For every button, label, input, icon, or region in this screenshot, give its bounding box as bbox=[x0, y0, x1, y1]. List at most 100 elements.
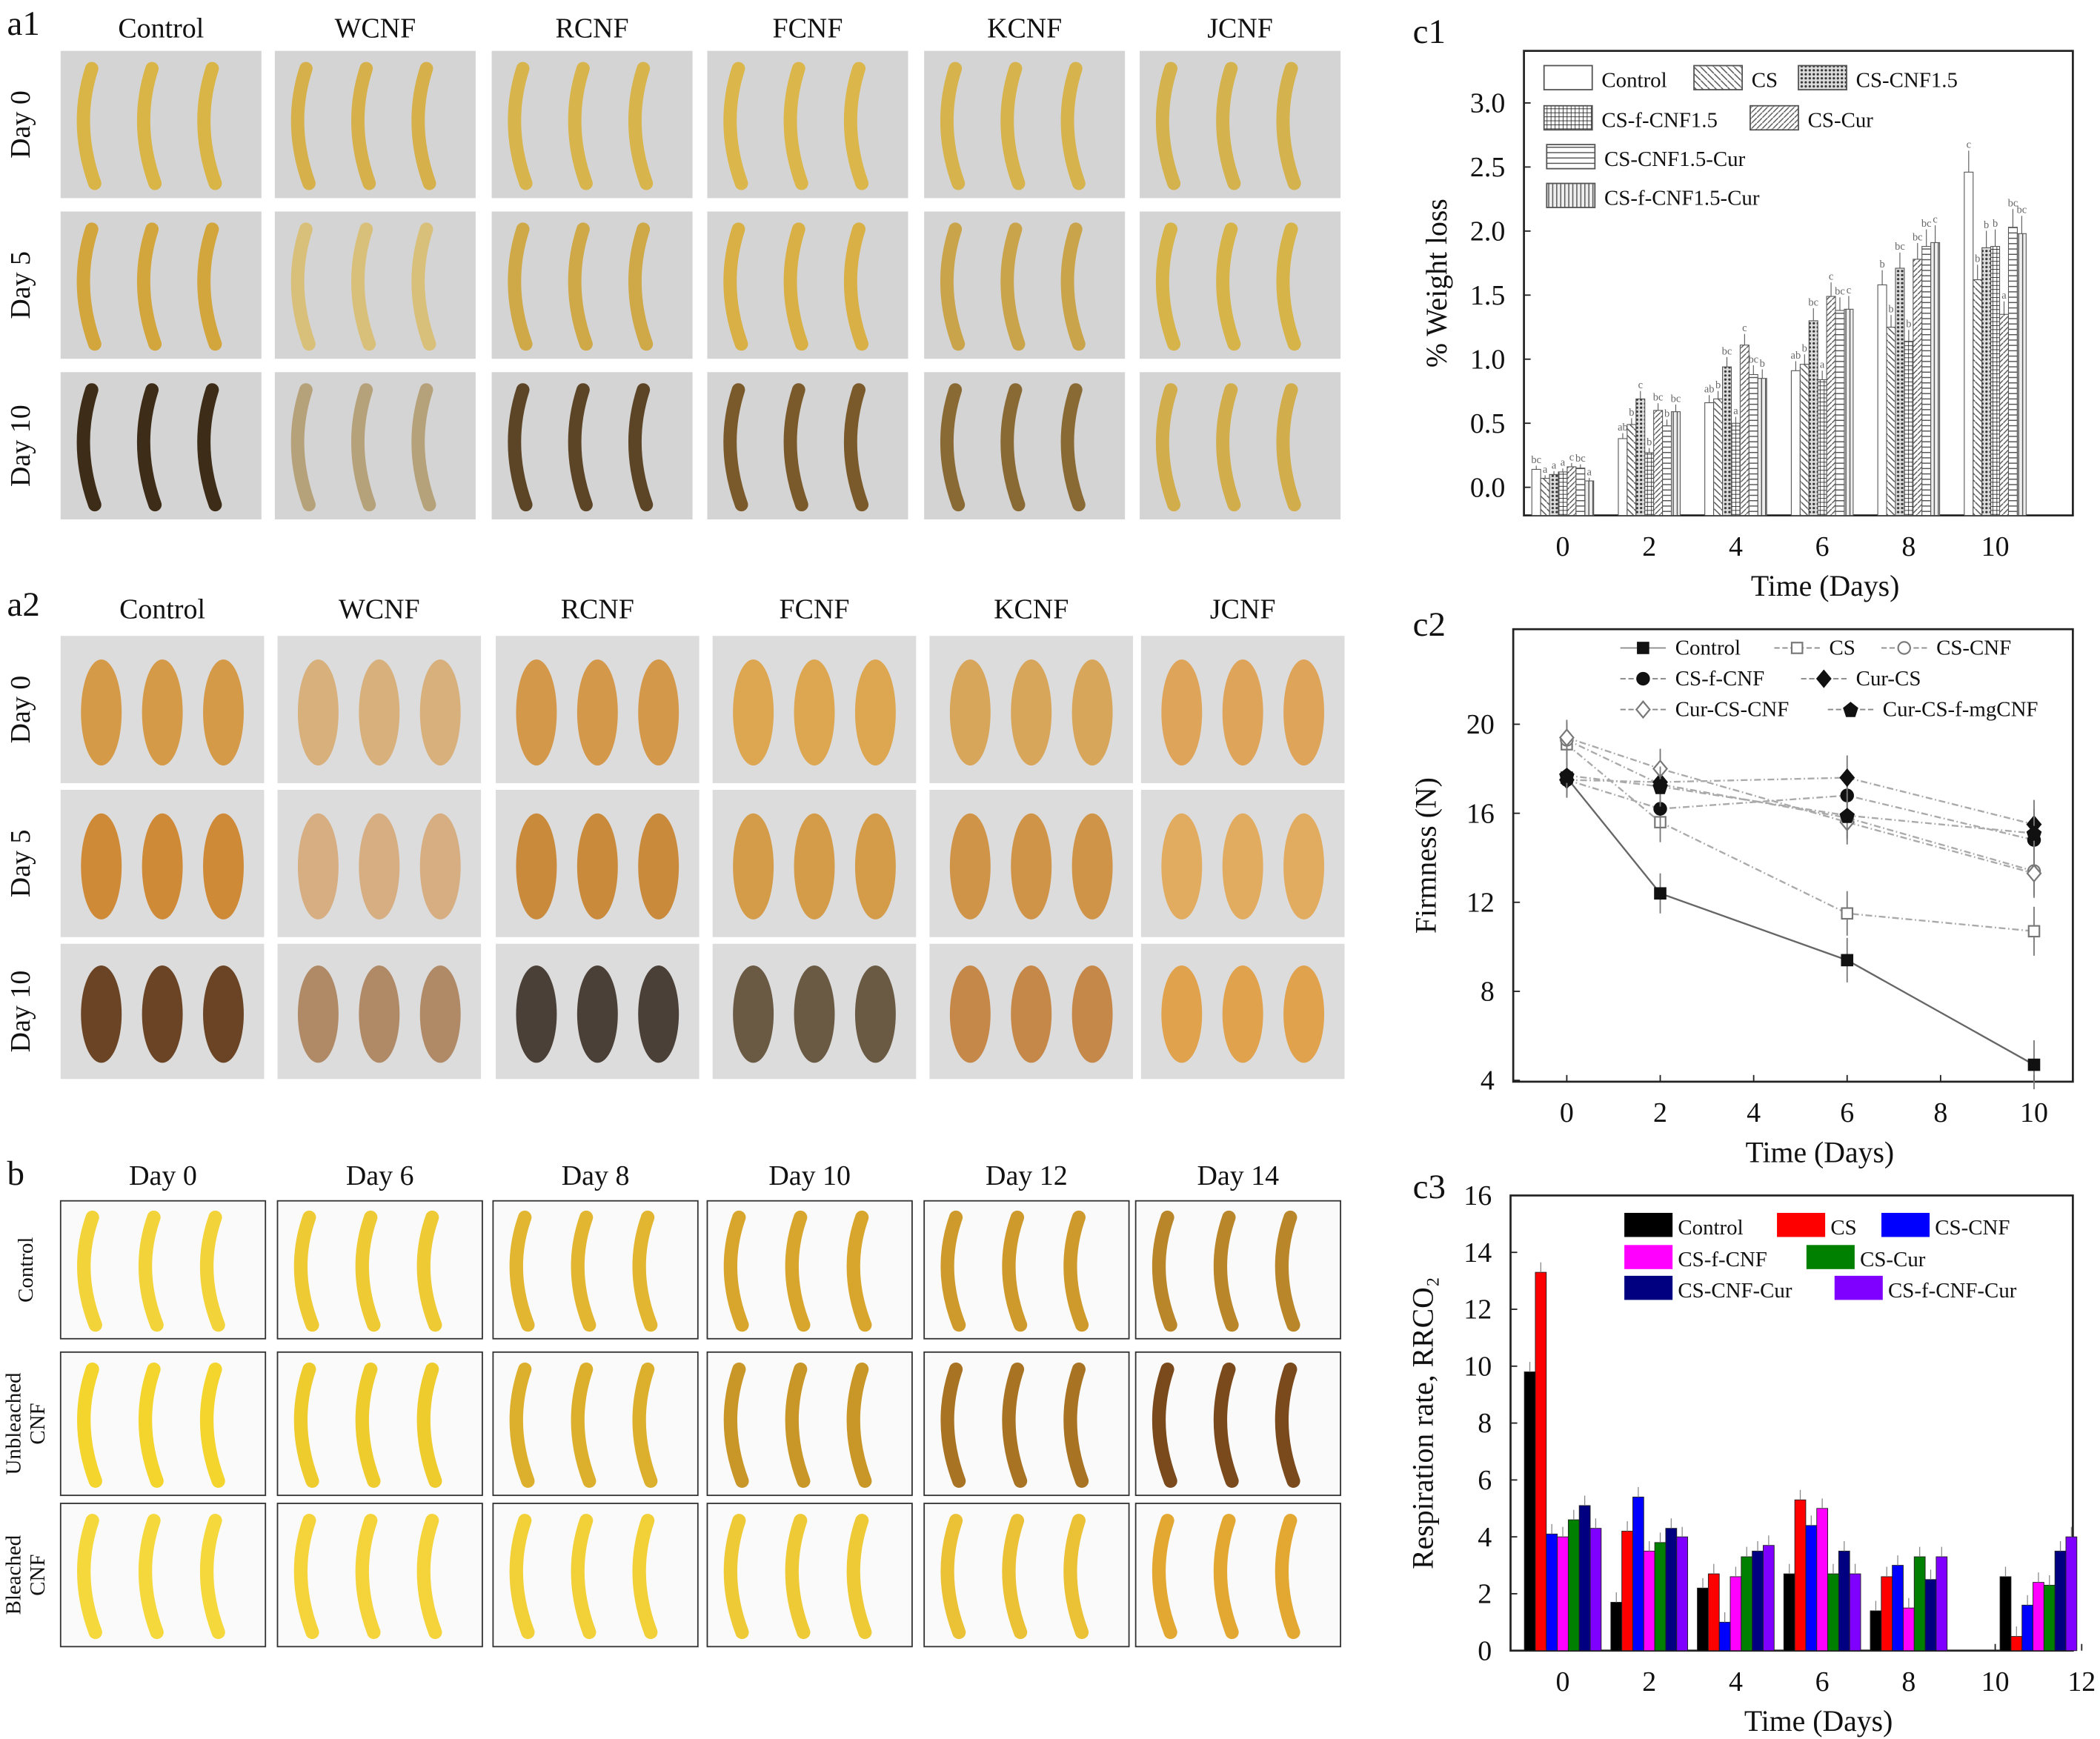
legend-label: CS-CNF-Cur bbox=[1678, 1279, 1792, 1303]
bar bbox=[1799, 364, 1810, 516]
y-tick-label: 2 bbox=[1478, 1579, 1492, 1610]
y-tick-label: 0.0 bbox=[1470, 472, 1505, 503]
photo-cell bbox=[276, 1200, 483, 1340]
bar bbox=[1546, 1533, 1558, 1652]
significance-letter: c bbox=[1742, 322, 1747, 334]
banana-fruit bbox=[783, 222, 808, 351]
bar bbox=[1632, 1496, 1644, 1652]
banana-fruit bbox=[1276, 383, 1301, 512]
mango-fruit bbox=[949, 813, 991, 920]
photo-cell bbox=[712, 636, 917, 783]
legend-label: CS-f-CNF-Cur bbox=[1888, 1279, 2017, 1303]
column-header: Day 6 bbox=[346, 1160, 414, 1191]
chart-c2-firmness: 4 8 12 16 20 0 2 4 6 8 10 Time (Days) Firmness (N) Co… bbox=[1409, 628, 2074, 1168]
column-header: JCNF bbox=[1210, 594, 1276, 625]
mango-fruit bbox=[359, 965, 400, 1063]
banana-fruit bbox=[1060, 222, 1086, 351]
banana-fruit bbox=[783, 61, 808, 190]
legend-marker bbox=[1637, 642, 1649, 654]
legend-marker bbox=[1897, 641, 1911, 655]
photo-cell bbox=[274, 372, 476, 520]
bar bbox=[1535, 1271, 1547, 1652]
photo-cell bbox=[712, 789, 917, 937]
bar bbox=[1584, 480, 1595, 516]
bar bbox=[1589, 1528, 1602, 1652]
banana-fruit bbox=[77, 1514, 102, 1640]
chart-c1-weight-loss: 0.0 0.5 1.0 1.5 2.0 2.5 3.0 0 2 4 6 8 10 Time (Days)%… bbox=[1421, 50, 2074, 602]
bar bbox=[1558, 471, 1568, 516]
significance-letter: c bbox=[1638, 379, 1643, 391]
banana-fruit bbox=[846, 1514, 872, 1640]
bar bbox=[1877, 284, 1887, 516]
significance-letter: b bbox=[1906, 319, 1911, 330]
bar bbox=[1707, 1573, 1720, 1652]
banana-fruit bbox=[1002, 1210, 1028, 1332]
bar bbox=[1718, 1621, 1731, 1652]
banana-fruit bbox=[77, 1362, 102, 1488]
significance-letter: bc bbox=[1808, 296, 1818, 308]
significance-letter: a bbox=[1820, 359, 1825, 371]
mango-fruit bbox=[949, 965, 991, 1063]
legend-marker bbox=[1635, 700, 1651, 719]
banana-fruit bbox=[1152, 1362, 1177, 1488]
data-point bbox=[2027, 1058, 2041, 1071]
bar bbox=[1626, 424, 1637, 516]
mango-fruit bbox=[419, 659, 461, 766]
legend-swatch bbox=[1750, 104, 1799, 131]
legend-label: Cur-CS bbox=[1856, 667, 1921, 691]
significance-letter: bc bbox=[2008, 198, 2018, 210]
banana-fruit bbox=[940, 61, 966, 190]
banana-fruit bbox=[1275, 1362, 1300, 1488]
photo-cell bbox=[707, 372, 908, 520]
significance-letter: b bbox=[1975, 253, 1980, 265]
bar bbox=[1549, 473, 1559, 516]
banana-fruit bbox=[632, 1210, 658, 1332]
legend-swatch bbox=[1624, 1245, 1673, 1269]
bar bbox=[2054, 1550, 2067, 1652]
mango-fruit bbox=[576, 965, 618, 1063]
banana-fruit bbox=[1000, 383, 1026, 512]
banana-fruit bbox=[785, 1210, 811, 1332]
mango-fruit bbox=[419, 965, 461, 1063]
banana-fruit bbox=[843, 222, 869, 351]
banana-fruit bbox=[416, 1514, 442, 1640]
photo-cell bbox=[929, 943, 1134, 1080]
photo-cell bbox=[60, 943, 265, 1080]
photo-cell bbox=[706, 1351, 913, 1497]
banana-fruit bbox=[940, 383, 966, 512]
bar bbox=[1921, 246, 1932, 516]
mango-fruit bbox=[854, 965, 896, 1063]
banana-fruit bbox=[1216, 222, 1241, 351]
significance-letter: c bbox=[1933, 214, 1937, 226]
mango-fruit bbox=[359, 813, 400, 920]
bar bbox=[1610, 1602, 1623, 1652]
photo-cell bbox=[1140, 372, 1341, 520]
banana-fruit bbox=[628, 383, 654, 512]
bar bbox=[1741, 1556, 1753, 1652]
data-point bbox=[2026, 864, 2042, 883]
banana-fruit bbox=[571, 1362, 597, 1488]
banana-fruit bbox=[290, 383, 316, 512]
row-label: Control bbox=[14, 1237, 38, 1303]
banana-fruit bbox=[355, 1210, 381, 1332]
bar bbox=[1826, 296, 1836, 516]
banana-fruit bbox=[350, 383, 376, 512]
bar bbox=[1752, 1550, 1764, 1652]
legend-swatch bbox=[1546, 182, 1596, 208]
significance-letter: bc bbox=[1671, 393, 1681, 405]
column-header: RCNF bbox=[561, 594, 634, 625]
banana-fruit bbox=[1155, 61, 1181, 190]
mango-fruit bbox=[1071, 659, 1113, 766]
mango-fruit bbox=[733, 659, 774, 766]
legend-label: CS-CNF bbox=[1935, 1216, 2010, 1240]
column-header: WCNF bbox=[339, 594, 420, 625]
data-point bbox=[1652, 779, 1668, 794]
x-tick-label: 0 bbox=[1556, 531, 1570, 562]
banana-fruit bbox=[1275, 1514, 1300, 1640]
y-tick-label: 4 bbox=[1478, 1522, 1492, 1553]
banana-fruit bbox=[723, 1210, 749, 1332]
bar bbox=[1635, 398, 1646, 516]
photo-cell bbox=[707, 211, 908, 359]
banana-fruit bbox=[411, 222, 436, 351]
photo-cell bbox=[495, 943, 700, 1080]
